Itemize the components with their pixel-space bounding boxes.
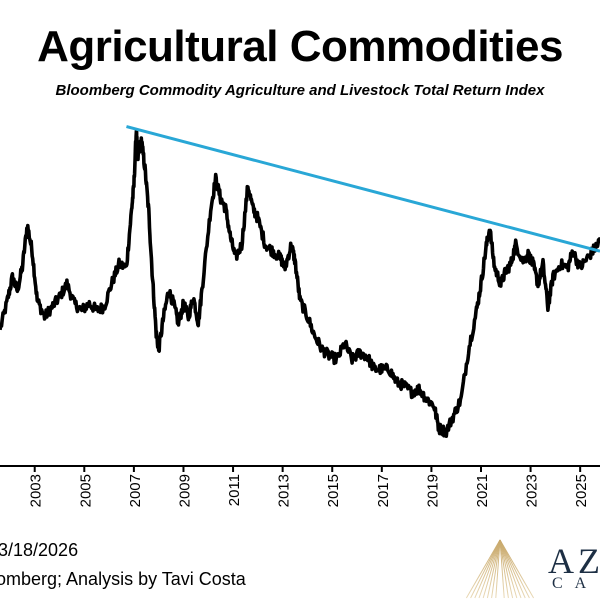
x-tick-label-2021: 2021	[474, 474, 491, 507]
x-tick-label-2019: 2019	[424, 474, 441, 507]
trendline	[126, 125, 600, 253]
logo-ray	[486, 539, 501, 599]
series-line-0	[0, 129, 600, 438]
logo-ray	[499, 539, 535, 599]
logo-ray	[465, 539, 501, 599]
logo-ray	[478, 539, 501, 599]
x-tick-label-2003: 2003	[28, 474, 45, 507]
x-tick-label-2025: 2025	[573, 474, 590, 507]
logo-ray	[499, 539, 509, 599]
chart-subtitle: Bloomberg Commodity Agriculture and Live…	[55, 82, 545, 99]
source-label: omberg; Analysis by Tavi Costa	[0, 569, 246, 589]
logo-ray	[495, 539, 501, 599]
logo-ray	[499, 539, 518, 599]
x-tick-label-2015: 2015	[325, 474, 342, 507]
chart-title: Agricultural Commodities	[37, 22, 563, 71]
x-axis-ticks	[33, 466, 582, 472]
logo-ray	[499, 539, 514, 599]
logo-ray	[499, 539, 505, 599]
series-group	[0, 129, 600, 438]
x-tick-label-2011: 2011	[226, 474, 243, 506]
date-label: 3/18/2026	[0, 540, 79, 560]
logo-ray	[499, 539, 526, 599]
logo-ray	[474, 539, 501, 599]
x-axis-tick-labels: 2003 2005 2007 2009 2011 2013 2015 2017 2019 2021…	[28, 474, 590, 507]
x-tick-label-2007: 2007	[127, 474, 144, 507]
logo-ray	[470, 539, 501, 599]
logo-ray	[499, 539, 522, 599]
company-logo-icon	[465, 539, 535, 599]
x-tick-label-2023: 2023	[524, 474, 541, 507]
x-tick-label-2013: 2013	[276, 474, 293, 507]
logo-ray	[482, 539, 501, 599]
x-tick-label-2009: 2009	[176, 474, 193, 507]
logo-subtext: CA	[552, 575, 599, 592]
logo-ray	[491, 539, 501, 599]
logo-ray	[499, 539, 530, 599]
x-tick-label-2005: 2005	[77, 474, 94, 507]
x-tick-label-2017: 2017	[375, 474, 392, 507]
logo-text: AZ	[548, 541, 600, 581]
